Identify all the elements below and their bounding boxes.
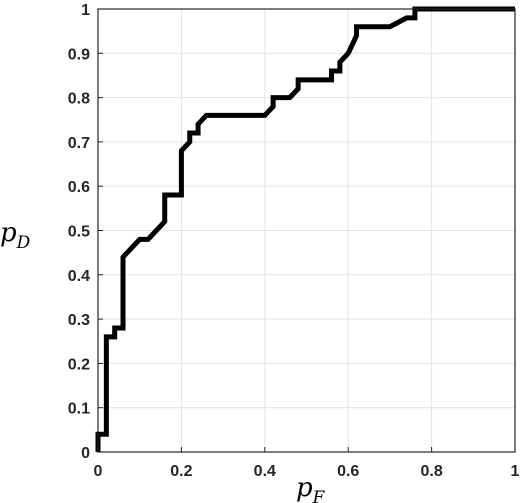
x-tick-label-2: 0.4 [254, 463, 276, 480]
y-axis-label-base: p [0, 218, 17, 248]
y-axis-label-sub: D [16, 233, 31, 253]
y-tick-label-4: 0.4 [68, 268, 90, 285]
y-tick-label-2: 0.2 [68, 356, 90, 373]
x-tick-label-3: 0.6 [337, 463, 359, 480]
y-axis-label: pD [0, 218, 31, 253]
tick-labels: 0 0.2 0.4 0.6 0.8 1 0 0.1 0.2 0.3 0.4 0.5 0.6 0.7 0.8 0… [68, 2, 520, 480]
y-tick-label-6: 0.6 [68, 179, 90, 196]
x-tick-label-1: 0.2 [170, 463, 192, 480]
series-line [95, 6, 515, 452]
x-axis-label: pF [296, 473, 326, 503]
x-tick-label-4: 0.8 [420, 463, 442, 480]
x-axis-label-sub: F [312, 488, 326, 503]
y-tick-label-3: 0.3 [68, 312, 90, 329]
y-tick-label-0: 0 [81, 445, 90, 462]
x-tick-label-0: 0 [94, 463, 103, 480]
y-tick-label-9: 0.9 [68, 46, 90, 63]
y-tick-label-8: 0.8 [68, 91, 90, 108]
y-tick-label-5: 0.5 [68, 224, 90, 241]
x-axis-label-base: p [296, 473, 313, 503]
plot-frame [97, 8, 516, 453]
grid-lines [97, 8, 516, 453]
y-tick-label-1: 0.1 [68, 401, 90, 418]
y-tick-label-10: 1 [81, 2, 90, 19]
x-tick-label-5: 1 [511, 463, 520, 480]
y-tick-label-7: 0.7 [68, 135, 90, 152]
